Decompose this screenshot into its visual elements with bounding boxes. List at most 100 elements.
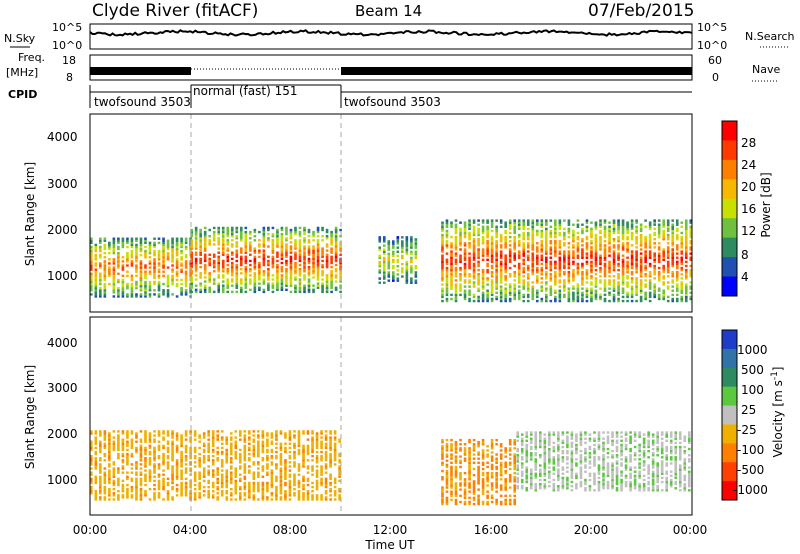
velocity-cell [157,467,161,470]
power-cell [459,233,462,237]
power-cell [203,255,207,259]
power-cell [689,240,693,243]
power-cell [635,268,638,272]
power-cell [522,248,526,251]
velocity-cell [108,479,111,483]
power-cell [249,280,252,283]
power-cell [212,235,216,238]
power-cell [235,265,239,269]
power-cell [396,242,400,245]
velocity-cell [538,468,542,471]
velocity-cell [261,457,265,460]
velocity-cell [162,452,165,456]
power-cell [312,247,315,250]
power-cell [495,219,498,222]
power-cell [271,259,275,263]
power-cell [666,268,670,272]
power-cell [572,285,575,288]
velocity-cell [288,469,292,472]
velocity-cell [454,498,458,502]
power-cell [572,295,575,299]
power-cell [175,260,179,263]
power-cell [99,266,102,269]
velocity-cell [220,479,224,483]
velocity-cell [486,461,489,465]
power-cell [495,287,498,290]
velocity-cell [180,483,183,487]
power-cell [303,255,306,259]
power-cell [208,278,211,281]
power-cell [312,263,315,267]
power-cell [249,274,252,277]
velocity-cell [297,436,301,439]
power-cell [94,256,98,259]
velocity-cell [529,484,533,488]
power-cell [258,274,261,277]
power-cell [217,284,221,287]
power-cell [481,225,485,229]
velocity-cell [499,500,503,504]
power-cell [585,275,589,278]
power-cell [581,262,584,266]
velocity-cell [126,452,129,456]
velocity-cell [99,492,102,495]
velocity-cell [324,463,328,466]
power-cell [522,235,526,239]
power-cell [531,237,535,241]
velocity-cell [193,477,197,481]
power-cell [526,285,530,288]
power-cell [239,259,243,263]
power-cell [603,299,607,303]
power-cell [481,287,485,290]
velocity-cell [450,461,453,465]
power-cell [594,223,598,226]
velocity-cell [459,461,462,465]
power-cell [671,233,675,237]
velocity-cell [481,488,485,491]
power-cell [526,295,530,299]
power-cell [441,229,444,233]
power-cell [276,282,279,285]
power-cell [203,265,207,269]
power-cell [180,249,183,253]
velocity-cell [534,441,538,445]
power-cell [157,293,161,296]
power-cell [554,231,557,235]
velocity-cell [180,494,183,497]
power-cell [590,252,593,255]
power-cell [325,276,329,279]
power-cell [671,244,675,247]
velocity-cell [171,430,174,433]
power-cell [184,291,188,294]
velocity-cell [315,494,319,497]
power-cell [208,257,211,261]
velocity-cell [112,436,116,439]
power-cell [108,262,111,265]
power-cell [230,245,234,248]
power-cell [472,233,476,237]
power-cell [267,259,270,263]
velocity-cell [499,453,503,456]
power-cell [522,254,526,257]
velocity-cell [261,450,265,454]
velocity-cell [477,445,480,448]
power-cell [312,255,315,259]
velocity-cell [148,473,152,476]
power-cell [289,235,293,238]
velocity-cell [243,450,247,454]
power-cell [99,289,102,292]
velocity-cell [108,465,111,468]
velocity-cell [445,447,449,450]
power-cell [175,254,179,257]
power-cell [325,237,329,240]
power-cell [567,256,571,259]
power-cell [653,266,656,270]
velocity-cell [144,446,147,450]
power-cell [244,274,248,277]
power-cell [90,266,93,269]
power-cell [612,237,616,241]
power-cell [549,291,553,295]
power-cell [684,250,688,253]
velocity-cell [121,432,125,435]
power-cell [499,221,503,224]
